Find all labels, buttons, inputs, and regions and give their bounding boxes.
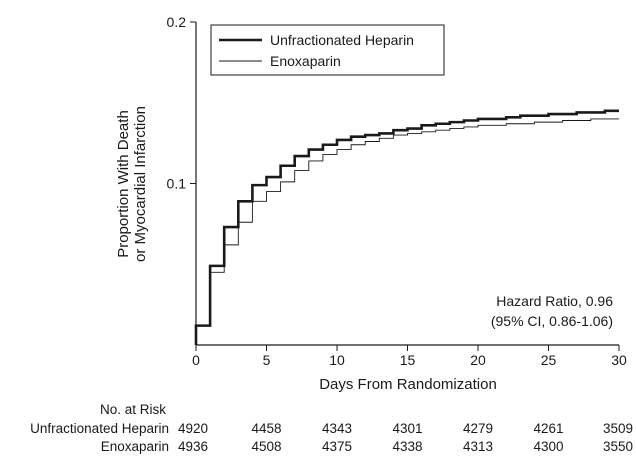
legend: Unfractionated Heparin Enoxaparin xyxy=(210,24,445,76)
risk-value: 4279 xyxy=(463,421,493,436)
risk-table: No. at Risk Unfractionated Heparin Enoxa… xyxy=(30,402,633,454)
risk-value: 4313 xyxy=(463,439,493,454)
hazard-ratio-line-2: (95% CI, 0.86-1.06) xyxy=(491,313,613,329)
tick-labels: 0 5 10 15 20 25 30 0.1 0.2 xyxy=(167,14,627,368)
risk-value: 4458 xyxy=(251,421,281,436)
risk-value: 3550 xyxy=(603,439,633,454)
ticks xyxy=(190,21,620,351)
risk-value: 4936 xyxy=(178,439,208,454)
risk-row-label-enoxaparin: Enoxaparin xyxy=(101,439,169,454)
risk-row-label-unfractionated-heparin: Unfractionated Heparin xyxy=(30,421,169,436)
risk-value: 4300 xyxy=(533,439,563,454)
legend-label-unfractionated-heparin: Unfractionated Heparin xyxy=(270,32,414,48)
series-lines xyxy=(194,109,619,345)
x-tick-label: 30 xyxy=(611,352,627,368)
x-tick-label: 5 xyxy=(263,352,271,368)
risk-value: 3509 xyxy=(603,421,633,436)
x-tick-label: 0 xyxy=(192,352,200,368)
x-tick-label: 20 xyxy=(470,352,486,368)
y-axis-title-line-1: Proportion With Death xyxy=(115,110,132,258)
x-tick-label: 10 xyxy=(329,352,345,368)
risk-values: 4920 4458 4343 4301 4279 4261 3509 4936 4508 4375… xyxy=(178,421,633,454)
x-tick-label: 25 xyxy=(541,352,557,368)
x-tick-label: 15 xyxy=(400,352,416,368)
risk-value: 4261 xyxy=(533,421,563,436)
series-line-unfractionated-heparin xyxy=(194,109,619,345)
risk-value: 4508 xyxy=(251,439,281,454)
risk-value: 4343 xyxy=(322,421,352,436)
y-tick-label: 0.2 xyxy=(167,14,187,30)
legend-box xyxy=(210,24,445,76)
hazard-ratio-annotation: Hazard Ratio, 0.96 (95% CI, 0.86-1.06) xyxy=(491,293,613,329)
risk-value: 4375 xyxy=(322,439,352,454)
y-tick-label: 0.1 xyxy=(167,176,187,192)
risk-table-title: No. at Risk xyxy=(100,402,166,417)
y-axis-title-line-2: or Myocardial Infarction xyxy=(132,106,149,262)
x-axis-title: Days From Randomization xyxy=(319,376,497,393)
risk-value: 4920 xyxy=(178,421,208,436)
hazard-ratio-line-1: Hazard Ratio, 0.96 xyxy=(496,293,613,309)
risk-value: 4301 xyxy=(392,421,422,436)
series-line-enoxaparin xyxy=(195,118,619,345)
y-axis-title: Proportion With Death or Myocardial Infa… xyxy=(115,106,149,262)
legend-label-enoxaparin: Enoxaparin xyxy=(270,53,341,69)
risk-value: 4338 xyxy=(392,439,422,454)
